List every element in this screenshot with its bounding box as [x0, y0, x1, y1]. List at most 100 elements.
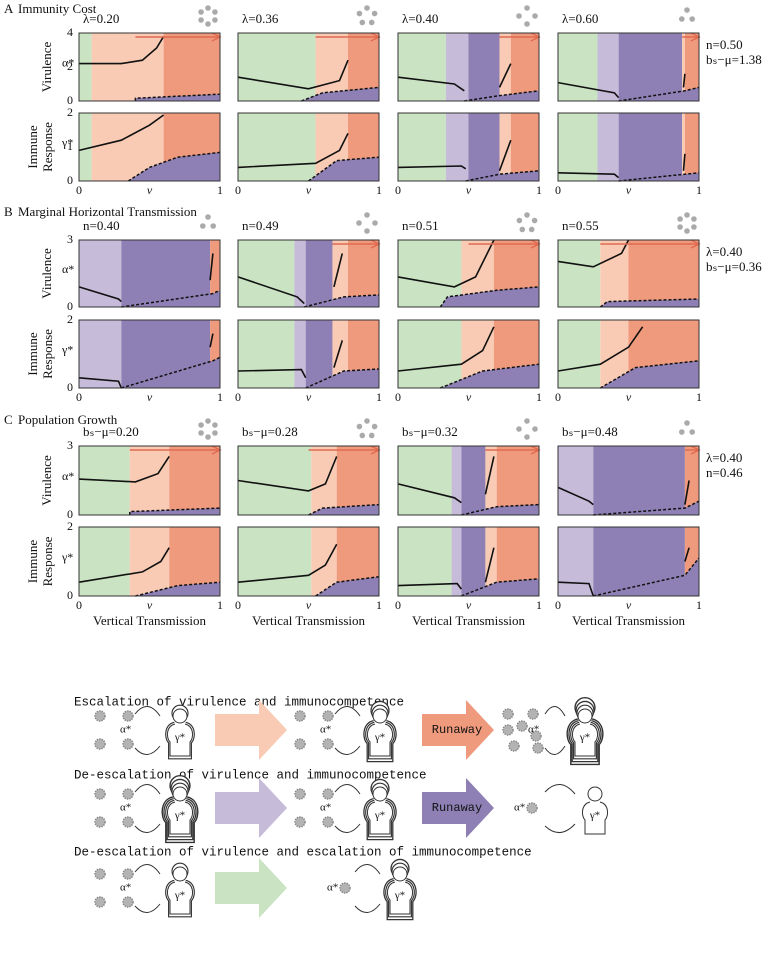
virulence-label: Virulence [39, 455, 54, 506]
region [336, 446, 379, 515]
panel-label: λ=0.40 [402, 11, 438, 26]
frame [557, 526, 700, 597]
virus-icon [368, 19, 375, 26]
y-tick-label: 3 [67, 232, 73, 246]
panel-label: bₛ−μ=0.28 [242, 424, 298, 439]
curve [397, 483, 462, 504]
region [238, 113, 316, 181]
y-tick-label: 0 [67, 588, 73, 602]
region [618, 113, 683, 181]
alpha-label: α* [62, 55, 74, 69]
curve [557, 172, 620, 179]
region [499, 113, 511, 181]
region [558, 240, 601, 307]
interaction-arrow [544, 784, 576, 795]
host [166, 708, 194, 757]
host [166, 786, 194, 835]
virus-icon [519, 226, 526, 233]
region [238, 320, 295, 388]
virus-icon [679, 16, 685, 22]
curve [498, 63, 512, 88]
x-tick-label: 0 [235, 183, 241, 197]
x-tick-label: v [306, 390, 312, 404]
y-tick-label: 4 [67, 25, 73, 39]
virus-icon [205, 21, 211, 27]
virus-icon [371, 423, 378, 430]
alpha-symbol: α* [528, 724, 539, 736]
curve [209, 253, 214, 281]
x-tick-label: 0 [76, 183, 82, 197]
parameter: λ=0.40 [706, 244, 742, 259]
interaction-arrow [544, 706, 566, 717]
interaction-arrow [544, 745, 566, 755]
y-tick-label: 0 [67, 380, 73, 394]
dashed-boundary [129, 507, 221, 515]
region [485, 446, 497, 515]
host [366, 708, 394, 757]
x-tick-label: 0 [555, 390, 561, 404]
dashed-boundary [593, 500, 700, 516]
virus [294, 710, 306, 722]
virulence-label: Virulence [39, 42, 54, 93]
x-tick-label: 0 [555, 598, 561, 612]
x-tick-label: v [626, 390, 632, 404]
x-tick-label: 0 [555, 183, 561, 197]
host [366, 786, 394, 835]
curve [557, 326, 644, 372]
curve [557, 239, 630, 268]
curve [557, 81, 620, 99]
virus-icon [677, 224, 683, 230]
purple-fill [461, 504, 539, 515]
host [386, 866, 414, 915]
frame [237, 239, 380, 308]
frame [78, 526, 221, 597]
region [129, 446, 170, 515]
virus [502, 724, 514, 736]
curve [397, 326, 495, 372]
region [600, 240, 629, 307]
dashed-boundary [121, 356, 221, 389]
purple-fill [305, 369, 379, 388]
dashed-boundary [127, 151, 221, 182]
region [684, 446, 699, 515]
region [558, 320, 601, 388]
purple-fill [440, 286, 539, 307]
dashed-boundary [618, 172, 700, 182]
transition-arrow [215, 858, 287, 918]
dashed-boundary [440, 363, 540, 389]
virus [122, 788, 134, 800]
curve [237, 456, 338, 492]
curve [237, 543, 338, 583]
panel-label: bₛ−μ=0.20 [83, 424, 139, 439]
dashed-boundary [599, 360, 700, 389]
x-tick-label: 1 [696, 598, 702, 612]
dashed-boundary [464, 90, 540, 102]
gamma-symbol: γ* [579, 732, 590, 744]
purple-fill [618, 87, 699, 101]
x-tick-label: 0 [395, 598, 401, 612]
virus [527, 708, 539, 720]
virus-icon [198, 9, 204, 15]
x-axis-label: Vertical Transmission [93, 613, 207, 628]
gamma-symbol: γ* [589, 810, 600, 822]
virus [122, 896, 134, 908]
interaction-arrow [134, 864, 161, 875]
curve [557, 486, 594, 506]
virus-icon [198, 422, 204, 428]
virus-icon [689, 16, 695, 22]
alpha-symbol: α* [320, 724, 331, 736]
y-tick-label: 1 [67, 139, 73, 153]
transition-arrow [215, 700, 287, 760]
host [571, 708, 599, 757]
virus [526, 802, 538, 814]
region [305, 320, 333, 388]
purple-fill [301, 87, 379, 101]
x-tick-label: 0 [235, 598, 241, 612]
region [294, 320, 306, 388]
x-tick-label: v [626, 183, 632, 197]
y-tick-label: 2 [67, 59, 73, 73]
virus-icon [372, 220, 378, 226]
region [682, 113, 685, 181]
panel-label: n=0.55 [562, 218, 599, 233]
y-tick-label: 2 [67, 519, 73, 533]
